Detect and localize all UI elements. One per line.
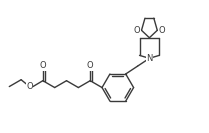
Text: N: N [146, 54, 153, 63]
Text: O: O [87, 61, 93, 70]
Text: O: O [40, 61, 46, 70]
Text: O: O [134, 26, 140, 35]
Text: O: O [158, 26, 165, 35]
Text: O: O [26, 82, 33, 91]
